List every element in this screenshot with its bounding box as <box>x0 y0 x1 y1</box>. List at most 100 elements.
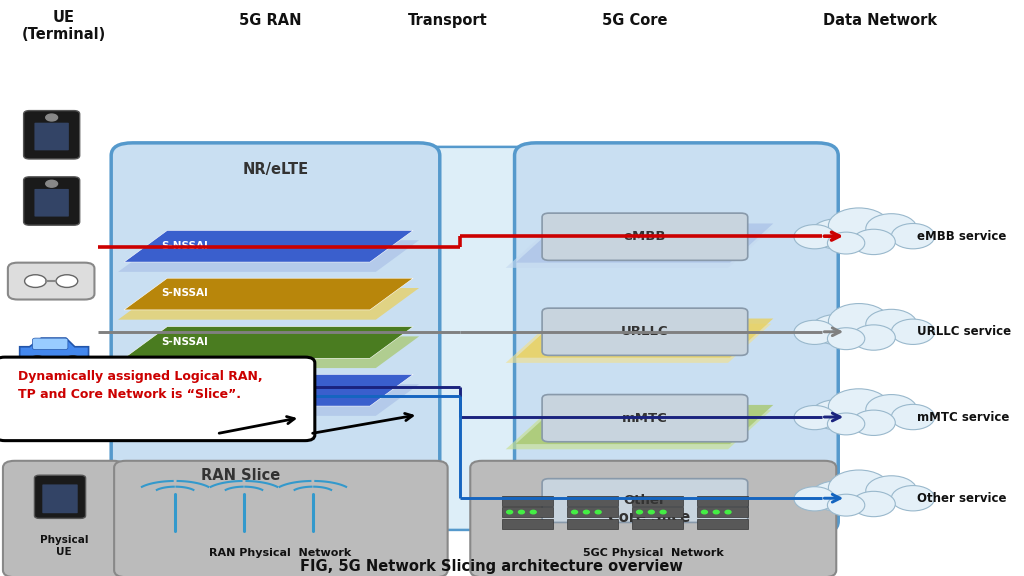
Text: Other: Other <box>624 494 667 507</box>
Text: mMTC service: mMTC service <box>916 411 1010 423</box>
Text: Dynamically assigned Logical RAN,
TP and Core Network is “Slice”.: Dynamically assigned Logical RAN, TP and… <box>17 370 262 401</box>
Text: RAN Physical  Network: RAN Physical Network <box>209 548 351 558</box>
Text: S-NSSAI: S-NSSAI <box>162 289 208 298</box>
Circle shape <box>828 208 890 244</box>
Text: URLLC: URLLC <box>622 325 669 338</box>
Text: Physical
UE: Physical UE <box>40 535 88 557</box>
Text: FIG, 5G Network Slicing architecture overview: FIG, 5G Network Slicing architecture ove… <box>300 559 683 574</box>
Circle shape <box>29 356 46 366</box>
FancyBboxPatch shape <box>33 338 68 350</box>
Text: S-NSSAI: S-NSSAI <box>162 241 208 251</box>
Circle shape <box>828 389 890 425</box>
FancyBboxPatch shape <box>632 519 683 529</box>
FancyBboxPatch shape <box>542 308 748 355</box>
FancyBboxPatch shape <box>542 479 748 522</box>
Polygon shape <box>515 489 773 525</box>
Circle shape <box>827 413 865 435</box>
Circle shape <box>852 491 895 517</box>
Text: RAN Slice: RAN Slice <box>202 468 281 483</box>
Polygon shape <box>515 405 773 444</box>
FancyBboxPatch shape <box>514 143 839 534</box>
Circle shape <box>56 275 78 287</box>
Circle shape <box>891 319 935 344</box>
Circle shape <box>865 214 916 244</box>
Circle shape <box>637 510 642 514</box>
Polygon shape <box>118 288 419 320</box>
Circle shape <box>584 510 590 514</box>
Circle shape <box>46 114 57 121</box>
FancyBboxPatch shape <box>566 496 617 506</box>
FancyBboxPatch shape <box>542 213 748 260</box>
Polygon shape <box>515 319 773 358</box>
FancyBboxPatch shape <box>502 519 553 529</box>
Text: eMBB: eMBB <box>624 230 667 243</box>
Circle shape <box>725 510 731 514</box>
FancyBboxPatch shape <box>696 519 748 529</box>
Circle shape <box>811 400 862 430</box>
Text: 5GC Physical  Network: 5GC Physical Network <box>583 548 724 558</box>
FancyBboxPatch shape <box>0 357 314 441</box>
Circle shape <box>891 486 935 511</box>
Polygon shape <box>124 278 414 310</box>
FancyBboxPatch shape <box>632 496 683 506</box>
FancyBboxPatch shape <box>696 496 748 506</box>
Polygon shape <box>515 223 773 263</box>
Circle shape <box>828 304 890 339</box>
Circle shape <box>530 510 537 514</box>
FancyBboxPatch shape <box>35 123 69 150</box>
Circle shape <box>865 309 916 339</box>
Polygon shape <box>19 338 88 360</box>
Circle shape <box>46 180 57 187</box>
FancyBboxPatch shape <box>42 484 78 513</box>
Circle shape <box>891 404 935 430</box>
FancyBboxPatch shape <box>566 519 617 529</box>
Circle shape <box>891 223 935 249</box>
FancyBboxPatch shape <box>24 177 80 225</box>
Circle shape <box>827 232 865 254</box>
Circle shape <box>701 510 708 514</box>
Circle shape <box>852 325 895 350</box>
FancyBboxPatch shape <box>470 461 837 576</box>
Text: Other service: Other service <box>916 492 1007 505</box>
Circle shape <box>794 225 836 249</box>
Circle shape <box>827 328 865 350</box>
FancyBboxPatch shape <box>632 507 683 517</box>
Text: Data Network: Data Network <box>823 13 938 28</box>
Text: Core Slice: Core Slice <box>608 510 690 525</box>
FancyBboxPatch shape <box>35 475 86 518</box>
Polygon shape <box>124 374 414 406</box>
Circle shape <box>63 356 82 366</box>
Circle shape <box>714 510 719 514</box>
FancyBboxPatch shape <box>24 111 80 159</box>
Circle shape <box>794 487 836 511</box>
Circle shape <box>827 494 865 516</box>
Circle shape <box>660 510 666 514</box>
Circle shape <box>595 510 601 514</box>
Text: Transport: Transport <box>408 13 487 28</box>
Circle shape <box>518 510 524 514</box>
Text: S-NSSAI: S-NSSAI <box>162 337 208 347</box>
Text: 5G RAN: 5G RAN <box>240 13 302 28</box>
Text: mMTC: mMTC <box>622 412 668 425</box>
Circle shape <box>25 275 46 287</box>
Circle shape <box>507 510 513 514</box>
Circle shape <box>794 320 836 344</box>
FancyBboxPatch shape <box>566 507 617 517</box>
FancyBboxPatch shape <box>502 496 553 506</box>
Circle shape <box>852 229 895 255</box>
Circle shape <box>811 481 862 511</box>
Polygon shape <box>506 494 771 530</box>
FancyBboxPatch shape <box>696 507 748 517</box>
Text: S-NSSAI: S-NSSAI <box>162 385 208 395</box>
Circle shape <box>811 314 862 344</box>
Polygon shape <box>506 410 771 449</box>
Circle shape <box>648 510 654 514</box>
Circle shape <box>852 410 895 435</box>
Polygon shape <box>506 229 771 268</box>
Circle shape <box>865 476 916 506</box>
FancyBboxPatch shape <box>35 189 69 217</box>
FancyBboxPatch shape <box>8 263 94 300</box>
FancyBboxPatch shape <box>112 143 439 534</box>
FancyBboxPatch shape <box>407 147 549 530</box>
Circle shape <box>571 510 578 514</box>
